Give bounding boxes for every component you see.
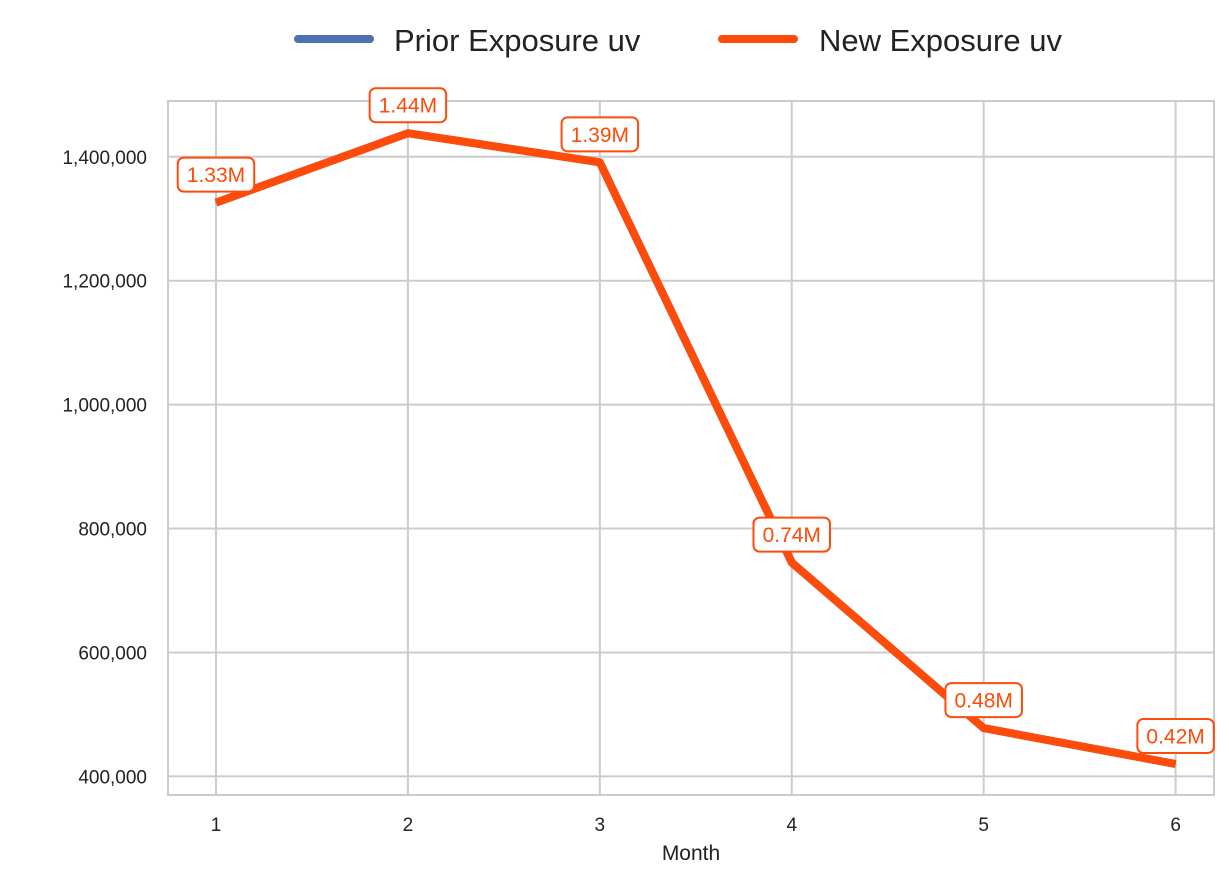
x-tick-label: 6 bbox=[1170, 815, 1181, 836]
data-label-1: 1.39M bbox=[560, 116, 640, 153]
x-tick-label: 4 bbox=[786, 815, 797, 836]
y-tick-label: 1,400,000 bbox=[62, 148, 147, 169]
legend: Prior Exposure uv New Exposure uv bbox=[294, 23, 1062, 58]
legend-label-1: New Exposure uv bbox=[819, 23, 1062, 58]
data-label-text: 1.39M bbox=[571, 124, 629, 147]
series-point-1 bbox=[1175, 763, 1177, 765]
legend-label-0: Prior Exposure uv bbox=[394, 23, 641, 58]
data-label-box bbox=[752, 516, 832, 553]
data-label-text: 0.48M bbox=[955, 690, 1013, 713]
y-tick-label: 800,000 bbox=[78, 520, 147, 541]
x-axis-ticks: 1 2 3 4 5 6 bbox=[211, 815, 1181, 836]
series-point-1 bbox=[215, 202, 217, 204]
data-label-text: 0.42M bbox=[1146, 726, 1204, 749]
data-label-1: 1.33M bbox=[176, 156, 256, 193]
y-tick-label: 1,000,000 bbox=[62, 396, 147, 417]
data-label-text: 1.33M bbox=[187, 164, 245, 187]
data-label-box bbox=[560, 116, 640, 153]
series-point-1 bbox=[791, 562, 793, 564]
data-label-1: 0.74M bbox=[752, 516, 832, 553]
data-labels-layer: 1.33M 1.44M 1.39M 0.74M 0.48M 0.42M bbox=[176, 87, 1215, 755]
y-axis-ticks: 400,000 600,000 800,000 1,000,000 1,200,000 1… bbox=[62, 148, 147, 789]
data-label-box bbox=[1136, 718, 1215, 755]
data-label-text: 0.74M bbox=[763, 524, 821, 547]
data-label-text: 1.44M bbox=[379, 95, 437, 118]
y-tick-label: 400,000 bbox=[78, 767, 147, 788]
y-tick-label: 1,200,000 bbox=[62, 272, 147, 293]
series-line-1 bbox=[214, 129, 1177, 768]
y-tick-label: 600,000 bbox=[78, 643, 147, 664]
x-tick-label: 1 bbox=[211, 815, 222, 836]
x-axis-label: Month bbox=[662, 842, 720, 865]
data-label-box bbox=[368, 87, 448, 124]
data-label-box bbox=[176, 156, 256, 193]
series-point-1 bbox=[599, 161, 601, 163]
x-tick-label: 3 bbox=[595, 815, 606, 836]
data-label-1: 0.42M bbox=[1136, 718, 1215, 755]
data-label-1: 1.44M bbox=[368, 87, 448, 124]
grid-lines bbox=[168, 101, 1214, 795]
plot-frame bbox=[167, 100, 1215, 796]
x-tick-label: 5 bbox=[978, 815, 989, 836]
series-layer bbox=[214, 129, 1177, 768]
data-label-box bbox=[944, 682, 1023, 719]
data-label-1: 0.48M bbox=[944, 682, 1023, 719]
x-tick-label: 2 bbox=[403, 815, 414, 836]
series-point-1 bbox=[407, 132, 409, 134]
series-point-1 bbox=[983, 727, 985, 729]
